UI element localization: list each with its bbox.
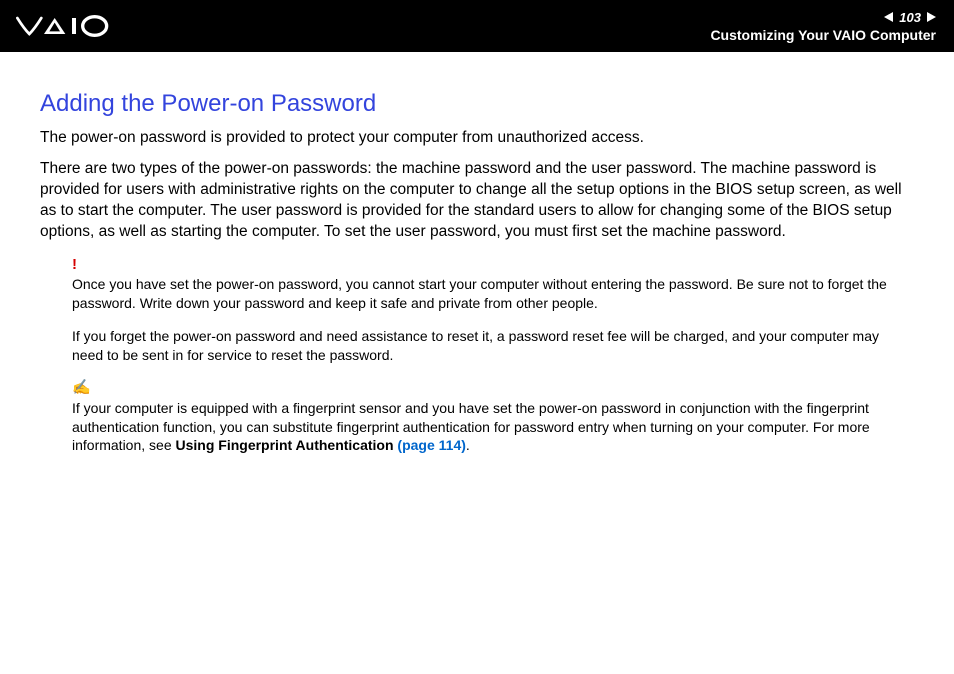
page-number: 103 [899, 10, 921, 25]
page-link[interactable]: (page 114) [394, 437, 466, 453]
intro-paragraph-1: The power-on password is provided to pro… [40, 128, 914, 149]
section-title: Customizing Your VAIO Computer [710, 27, 936, 43]
prev-page-arrow-icon[interactable] [884, 12, 893, 22]
page-header: 103 Customizing Your VAIO Computer [0, 0, 954, 52]
warning-text-2: If you forget the power-on password and … [72, 327, 914, 365]
tip-icon: ✍ [72, 378, 914, 398]
tip-text-post: . [466, 437, 470, 453]
tip-text: If your computer is equipped with a fing… [72, 399, 914, 456]
page-navigation: 103 [710, 10, 936, 25]
warning-block: ! Once you have set the power-on passwor… [40, 255, 914, 365]
warning-text-1: Once you have set the power-on password,… [72, 275, 914, 313]
vaio-logo [16, 15, 136, 37]
next-page-arrow-icon[interactable] [927, 12, 936, 22]
warning-icon: ! [72, 255, 914, 275]
tip-block: ✍ If your computer is equipped with a fi… [40, 378, 914, 455]
page-title: Adding the Power-on Password [40, 90, 914, 118]
tip-bold: Using Fingerprint Authentication [176, 437, 394, 453]
page-content: Adding the Power-on Password The power-o… [0, 52, 954, 455]
intro-paragraph-2: There are two types of the power-on pass… [40, 159, 914, 243]
header-right: 103 Customizing Your VAIO Computer [710, 10, 936, 43]
